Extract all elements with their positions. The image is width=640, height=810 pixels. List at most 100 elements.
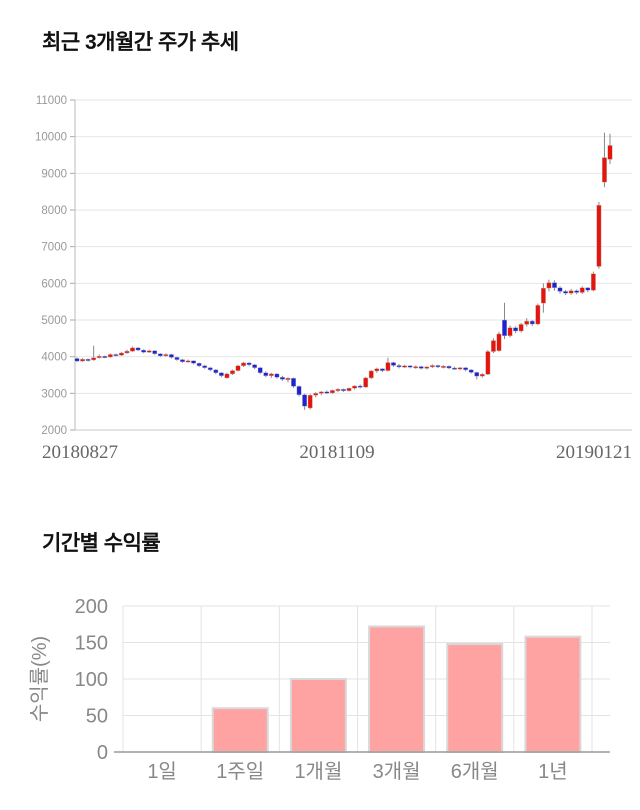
returns-category-label: 3개월 xyxy=(373,760,421,783)
candle-up xyxy=(368,370,374,379)
candle-up xyxy=(518,324,524,332)
candle-down xyxy=(324,391,330,394)
date-axis-label: 20181109 xyxy=(299,442,374,463)
candle-up xyxy=(346,388,352,391)
price-axis-label: 7000 xyxy=(41,242,67,254)
candle-up xyxy=(80,359,85,362)
candle-up xyxy=(546,282,552,289)
candle-down xyxy=(246,362,252,365)
returns-chart-title: 기간별 수익률 xyxy=(42,532,161,555)
candle-up xyxy=(374,368,380,372)
candle-up xyxy=(535,305,541,325)
price-axis-label: 5000 xyxy=(41,315,67,327)
candle-up xyxy=(507,327,513,336)
candle-up xyxy=(429,365,435,368)
candlestick-chart: 2000 3000 4000 5000 6000 7000 8000 9000 10000 110… xyxy=(35,95,632,463)
candle-down xyxy=(274,373,280,378)
candle-down xyxy=(263,372,269,376)
candle-up xyxy=(241,362,246,367)
returns-category-label: 1주일 xyxy=(216,760,264,783)
candle-down xyxy=(357,385,363,388)
candle-up xyxy=(540,287,546,304)
candle-up xyxy=(185,360,191,363)
price-axis-label: 9000 xyxy=(41,168,67,180)
candle-down xyxy=(74,358,80,362)
candle-up xyxy=(285,378,291,380)
candle-up xyxy=(385,362,391,371)
returns-category-label: 1개월 xyxy=(294,760,342,783)
candle-down xyxy=(446,366,452,369)
candle-up xyxy=(596,205,602,267)
candle-down xyxy=(85,359,91,361)
candle-down xyxy=(157,353,163,357)
candle-up xyxy=(491,340,496,352)
candle-down xyxy=(102,356,108,358)
candle-up xyxy=(424,366,430,369)
candle-down xyxy=(341,389,346,391)
candle-up xyxy=(590,273,596,291)
returns-bar-1주일 xyxy=(211,707,269,753)
returns-category-label: 1일 xyxy=(147,760,177,783)
candle-down xyxy=(563,291,568,294)
candle-up xyxy=(441,366,446,368)
candle-up xyxy=(335,389,341,391)
candle-up xyxy=(568,290,574,294)
candle-down xyxy=(574,290,580,293)
candle-up xyxy=(130,347,135,352)
candle-down xyxy=(196,363,202,367)
candle-down xyxy=(513,327,519,332)
candle-down xyxy=(252,364,258,368)
candle-down xyxy=(180,359,185,363)
candle-down xyxy=(474,372,480,377)
date-axis-label: 20180827 xyxy=(42,442,118,463)
candle-down xyxy=(152,350,158,354)
candle-down xyxy=(435,365,441,368)
candle-down xyxy=(174,357,180,360)
candle-up xyxy=(119,352,124,356)
price-axis-label: 2000 xyxy=(41,425,67,437)
candle-down xyxy=(468,369,474,373)
returns-category-label: 1년 xyxy=(538,760,568,783)
candle-down xyxy=(407,365,413,368)
candle-down xyxy=(391,362,396,366)
returns-bar-chart: 0 50 100 150 200 1일 1주일 1개월 3개월 6개월 1년 수익률(%) xyxy=(28,596,610,783)
candle-up xyxy=(96,356,102,358)
candle-up xyxy=(91,357,97,361)
price-axis-label: 6000 xyxy=(41,278,67,290)
candle-up xyxy=(163,354,169,357)
candle-down xyxy=(379,368,385,371)
candle-down xyxy=(557,287,563,292)
candle-up xyxy=(602,157,607,183)
candle-down xyxy=(213,369,219,374)
candle-up xyxy=(329,390,335,394)
price-chart-title: 최근 3개월간 주가 추세 xyxy=(42,31,239,54)
returns-bar-1개월 xyxy=(289,678,347,753)
candle-down xyxy=(191,360,196,364)
candle-up xyxy=(224,373,230,379)
date-axis-label: 20190121 xyxy=(556,442,632,463)
candle-down xyxy=(291,378,296,387)
price-axis-label: 8000 xyxy=(41,205,67,217)
candle-up xyxy=(307,394,313,409)
candle-up xyxy=(268,373,274,376)
candle-up xyxy=(313,393,319,396)
candle-down xyxy=(296,386,302,396)
candle-down xyxy=(207,367,213,371)
candle-up xyxy=(485,351,491,375)
candle-up xyxy=(457,367,463,370)
price-axis-label: 4000 xyxy=(41,352,67,364)
returns-axis-label: 100 xyxy=(75,669,108,691)
returns-bar-1년 xyxy=(524,635,582,753)
candle-down xyxy=(113,354,119,357)
candle-up xyxy=(146,350,152,353)
candle-up xyxy=(235,365,241,371)
candle-down xyxy=(418,366,424,369)
returns-axis-label: 0 xyxy=(97,742,108,764)
returns-y-axis-title: 수익률(%) xyxy=(28,636,51,722)
candle-up xyxy=(402,365,407,368)
returns-axis-label: 50 xyxy=(86,706,108,728)
candle-down xyxy=(168,354,174,358)
candle-down xyxy=(585,287,591,291)
candle-up xyxy=(607,145,613,160)
price-axis-label: 10000 xyxy=(35,132,67,144)
